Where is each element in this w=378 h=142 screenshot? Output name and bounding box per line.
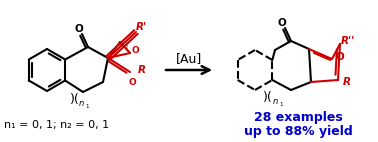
Text: R: R <box>343 77 351 87</box>
Text: O: O <box>128 78 136 86</box>
Text: O: O <box>277 18 287 28</box>
Text: n: n <box>78 100 84 108</box>
Text: n₁ = 0, 1; n₂ = 0, 1: n₁ = 0, 1; n₂ = 0, 1 <box>4 120 109 130</box>
Text: 2: 2 <box>125 44 129 50</box>
Text: R: R <box>138 65 146 75</box>
Text: )(: )( <box>70 92 80 106</box>
Text: R'': R'' <box>341 36 355 46</box>
Text: O: O <box>336 52 344 62</box>
Text: O: O <box>131 45 139 55</box>
Text: 28 examples: 28 examples <box>254 111 342 125</box>
Text: 1: 1 <box>279 102 283 106</box>
Text: O: O <box>74 24 84 34</box>
Text: R': R' <box>135 22 147 32</box>
Text: [Au]: [Au] <box>176 53 202 65</box>
Text: )(: )( <box>263 90 273 104</box>
Text: 1: 1 <box>85 104 89 108</box>
Text: n: n <box>119 40 124 50</box>
Text: n: n <box>273 98 277 106</box>
Text: up to 88% yield: up to 88% yield <box>244 125 352 137</box>
